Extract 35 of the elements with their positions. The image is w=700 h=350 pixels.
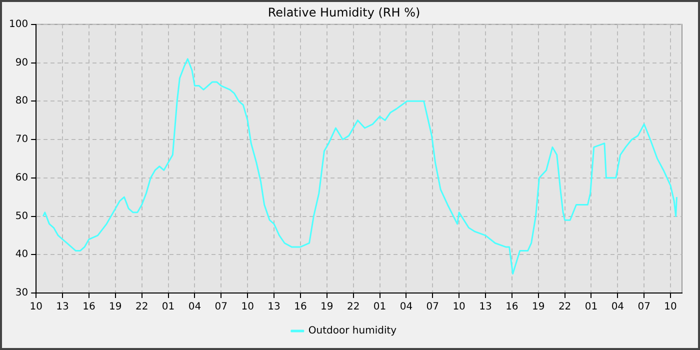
y-tick-label: 80 [15, 96, 28, 107]
y-tick-label: 90 [15, 57, 28, 68]
x-tick-label: 16 [294, 302, 307, 313]
x-tick-label: 22 [346, 302, 360, 313]
x-tick-label: 10 [452, 302, 466, 313]
x-tick-label: 01 [584, 302, 598, 313]
x-tick-label: 10 [664, 302, 677, 313]
x-tick-label: 19 [532, 302, 545, 313]
x-tick-label: 16 [82, 302, 96, 313]
y-tick-label: 50 [15, 210, 28, 222]
x-tick-label: 04 [188, 302, 202, 313]
x-tick-label: 07 [214, 302, 228, 313]
x-tick-label: 16 [506, 302, 518, 313]
x-tick-label: 07 [638, 302, 650, 313]
x-tick-label: 19 [320, 302, 334, 313]
y-tick-label: 70 [15, 134, 28, 146]
y-tick-label: 40 [15, 249, 28, 260]
x-tick-label: 22 [558, 302, 572, 313]
x-tick-label: 13 [479, 302, 492, 313]
x-tick-label: 13 [56, 302, 69, 313]
y-tick-label: 30 [15, 288, 28, 299]
x-tick-label: 10 [241, 302, 254, 313]
x-tick-label: 19 [109, 302, 122, 313]
x-tick-label: 13 [268, 302, 280, 313]
y-tick-label: 60 [15, 172, 28, 184]
y-tick-label: 100 [8, 18, 28, 30]
x-tick-label: 10 [30, 302, 42, 313]
legend-label: Outdoor humidity [308, 326, 397, 337]
x-tick-label: 22 [135, 302, 148, 313]
x-tick-label: 04 [611, 302, 624, 313]
chart-title: Relative Humidity (RH %) [268, 5, 420, 20]
x-tick-label: 01 [162, 302, 175, 313]
x-tick-label: 07 [426, 302, 439, 313]
x-tick-label: 01 [373, 302, 386, 313]
x-tick-label: 04 [400, 302, 413, 313]
